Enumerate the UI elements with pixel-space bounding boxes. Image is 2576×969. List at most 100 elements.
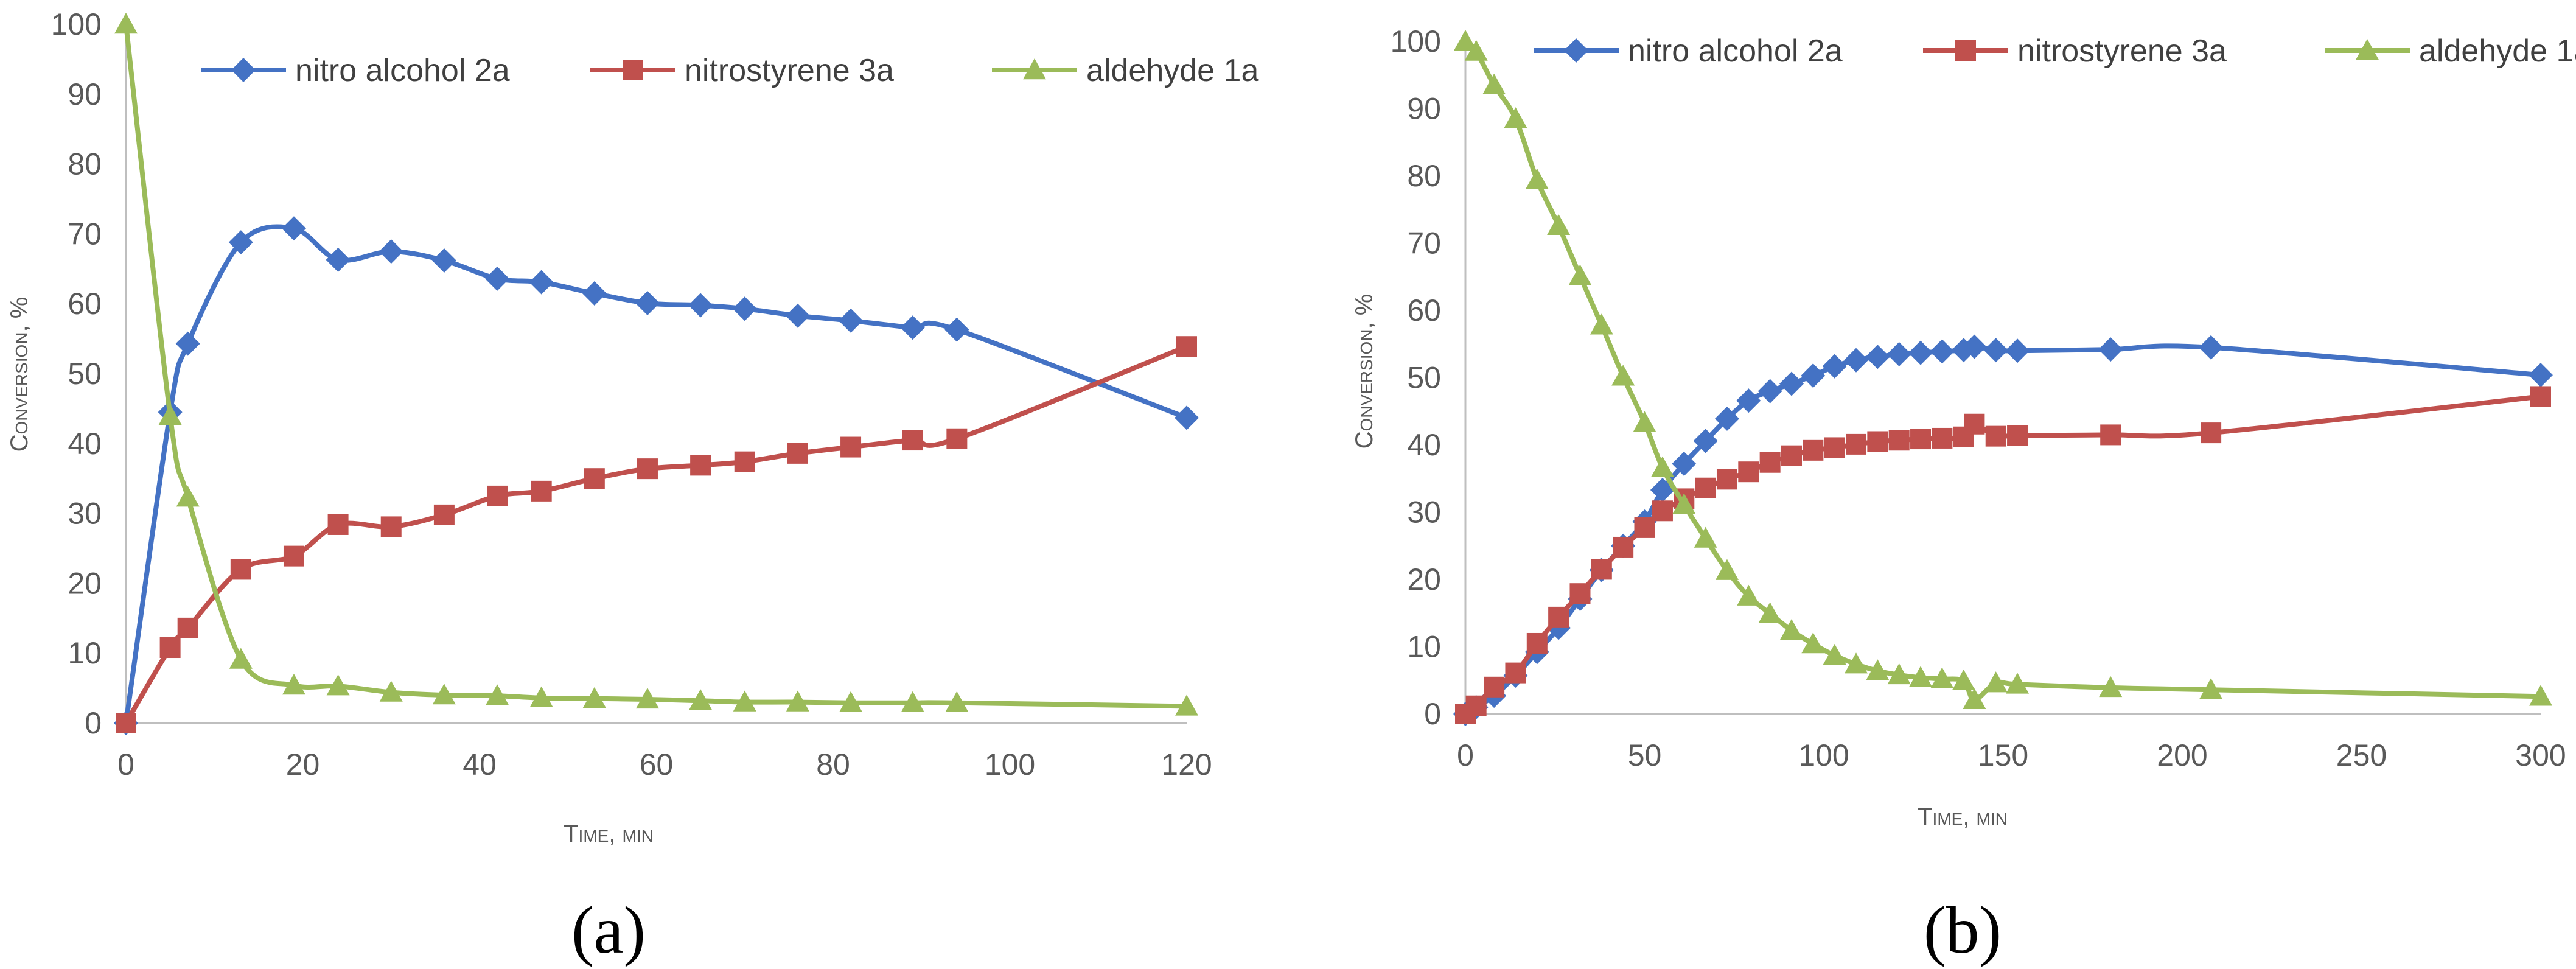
chart2-data-point xyxy=(1983,338,2008,363)
chart2-data-point xyxy=(1464,40,1488,61)
chart2-data-point xyxy=(1693,429,1718,453)
chart1-legend-label: aldehyde 1a xyxy=(1086,53,1258,88)
chart1-data-point xyxy=(839,308,864,333)
chart2-data-point xyxy=(1910,429,1932,450)
chart2-data-point xyxy=(1569,583,1591,604)
chart1-data-point xyxy=(901,691,924,712)
chart2-data-point xyxy=(1758,602,1782,623)
chart1-data-point xyxy=(158,404,182,425)
chart2-y-tick-label: 90 xyxy=(1407,92,1441,126)
chart1-data-point xyxy=(582,281,607,306)
chart1-data-point xyxy=(582,687,606,708)
chart2-data-point xyxy=(1694,526,1717,548)
chart2-data-point xyxy=(1985,425,2006,447)
chart1-y-tick-label: 100 xyxy=(51,7,102,41)
chart2-data-point xyxy=(1634,517,1655,538)
chart2-data-point xyxy=(1801,632,1825,654)
chart2-data-point xyxy=(1888,430,1910,451)
chart1-data-point xyxy=(734,451,755,472)
chart2-data-point xyxy=(1759,452,1781,473)
chart1-y-axis-title: Conversion, % xyxy=(6,297,33,452)
chart2-data-point xyxy=(2099,676,2123,698)
chart2-data-point xyxy=(1715,559,1739,580)
chart2-x-tick-label: 150 xyxy=(1978,738,2028,772)
chart2-data-point xyxy=(1952,669,1975,691)
chart1-series-diamond xyxy=(114,216,1199,735)
chart1-x-axis-title: Time, min xyxy=(564,820,654,847)
chart1-x-tick-label: 60 xyxy=(640,747,674,782)
chart1-legend-marker xyxy=(623,60,643,80)
chart1-data-point xyxy=(283,545,304,567)
chart1-data-point xyxy=(689,689,713,710)
chart1-legend-label: nitro alcohol 2a xyxy=(295,53,510,88)
chart1-data-point xyxy=(531,480,552,502)
chart1-data-point xyxy=(945,691,969,712)
chart2-x-tick-label: 300 xyxy=(2515,738,2566,772)
chart1-data-point xyxy=(900,315,925,340)
chart2-data-point xyxy=(1526,632,1548,654)
chart1-series-line xyxy=(124,344,1189,726)
chart2-data-point xyxy=(1757,379,1782,404)
chart2-legend-label: aldehyde 1a xyxy=(2419,33,2576,69)
chart2-data-point xyxy=(1716,469,1737,490)
chart1-data-point xyxy=(379,239,403,264)
chart2-y-tick-label: 50 xyxy=(1407,361,1441,395)
chart2-data-point xyxy=(1465,695,1487,716)
chart2-x-tick-label: 100 xyxy=(1798,738,1849,772)
chart2-data-point xyxy=(1846,433,1867,455)
chart1-data-point xyxy=(432,684,456,705)
chart2-y-tick-label: 40 xyxy=(1407,428,1441,462)
chart2-data-point xyxy=(1482,73,1506,95)
chart2-series-diamond xyxy=(1453,334,2553,726)
chart1-y-tick-label: 90 xyxy=(68,77,102,111)
chart2-data-point xyxy=(1930,339,1955,364)
chart2-data-point xyxy=(1525,168,1549,189)
chart1-legend-entry: aldehyde 1a xyxy=(992,53,1258,88)
chart2-y-tick-label: 80 xyxy=(1407,159,1441,193)
chart2-data-point xyxy=(1633,411,1656,432)
chart1-data-point xyxy=(786,690,809,712)
chart1-y-tick-label: 20 xyxy=(68,566,102,600)
chart1-data-point xyxy=(486,684,509,705)
chart1-data-point xyxy=(281,216,306,241)
chart1-series-triangle xyxy=(114,13,1198,716)
chart1-data-point xyxy=(431,248,456,273)
chart2-series-triangle xyxy=(1454,30,2552,709)
chart2-legend-label: nitro alcohol 2a xyxy=(1628,33,1843,69)
chart1-legend-marker xyxy=(1023,58,1046,80)
chart2-data-point xyxy=(1779,618,1803,640)
chart1-series-square xyxy=(116,336,1197,733)
chart2-data-point xyxy=(1779,371,1804,396)
chart1-data-point xyxy=(840,436,862,458)
chart1-x-tick-label: 100 xyxy=(985,747,1035,782)
chart1-data-point xyxy=(688,293,713,318)
chart1-data-point xyxy=(326,674,350,696)
chart2-legend-entry: aldehyde 1a xyxy=(2325,33,2576,69)
chart2-data-point xyxy=(1650,456,1674,477)
chart2-data-point xyxy=(1824,437,1845,458)
chart2-data-point xyxy=(1964,413,1985,435)
chart1-data-point xyxy=(1176,336,1197,357)
chart2-legend-entry: nitrostyrene 3a xyxy=(1923,33,2227,69)
chart2-data-point xyxy=(1887,663,1911,685)
chart2-data-point xyxy=(1737,584,1761,606)
chart2-x-tick-label: 0 xyxy=(1457,738,1474,772)
chart1-data-point xyxy=(230,559,251,580)
chart2-legend-marker xyxy=(1955,40,1976,61)
chart2-data-point xyxy=(1803,439,1824,461)
chart2-data-point xyxy=(2100,424,2121,446)
chart2-data-point xyxy=(2529,685,2552,706)
chart2-data-point xyxy=(1801,363,1826,388)
chart1-y-tick-label: 50 xyxy=(68,357,102,391)
chart1-y-tick-label: 40 xyxy=(68,427,102,461)
chart1-y-tick-label: 60 xyxy=(68,287,102,321)
chart2-data-point xyxy=(1867,431,1888,452)
chart2-y-tick-label: 60 xyxy=(1407,293,1441,327)
chart1-data-point xyxy=(944,317,969,342)
chart1-data-point xyxy=(529,686,553,707)
chart1-data-point xyxy=(327,514,349,535)
chart2-data-point xyxy=(1672,493,1696,514)
chart1-data-point xyxy=(637,458,658,480)
chart2-data-point xyxy=(1909,666,1933,687)
chart2-legend-label: nitrostyrene 3a xyxy=(2017,33,2227,69)
